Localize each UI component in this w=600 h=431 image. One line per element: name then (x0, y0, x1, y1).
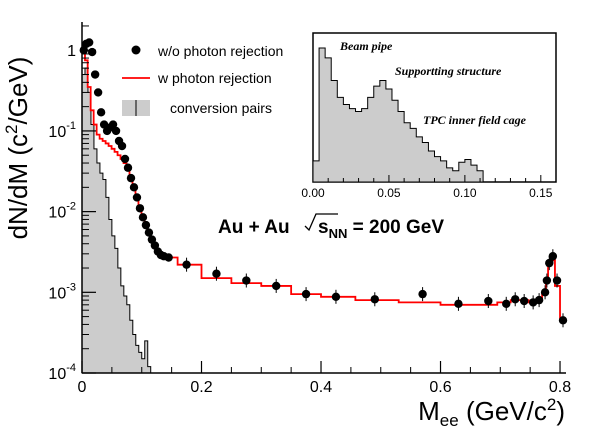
data-point (502, 299, 511, 309)
data-point (93, 88, 103, 97)
conversion-pairs-area (81, 67, 157, 374)
x-tick-label: 0.6 (429, 379, 451, 396)
data-point (301, 289, 311, 299)
data-point (370, 295, 379, 304)
annotation-sub: NN (329, 226, 348, 241)
data-point (132, 193, 142, 202)
data-point (331, 292, 341, 301)
data-point (135, 204, 145, 213)
y-tick-exp: -3 (66, 281, 76, 293)
inset-x-tick-label: 0.10 (453, 186, 477, 200)
annotation-value: = 200 GeV (347, 217, 444, 238)
conversion-pairs-histogram (81, 67, 157, 374)
y-tick-base: 10 (48, 205, 66, 222)
data-point (111, 126, 121, 136)
legend-label-line: w photon rejection (157, 70, 272, 86)
y-tick-base: 10 (48, 285, 66, 302)
x-label-rest: (GeV/c (459, 396, 547, 426)
data-point (548, 252, 558, 261)
annotation-sqrt-s: s (318, 217, 329, 238)
y-tick-label: 10-4 (48, 362, 76, 383)
y-tick-base: 1 (67, 43, 76, 60)
data-point (138, 213, 148, 222)
y-tick-base: 10 (48, 366, 66, 383)
data-point (141, 220, 151, 230)
data-point (271, 281, 281, 291)
x-tick-label: 0.2 (190, 379, 212, 396)
inset-x-tick-label: 0.15 (529, 186, 553, 200)
data-point (164, 253, 173, 262)
y-label-main: dN/dM (c (3, 134, 33, 239)
data-point (540, 288, 550, 297)
y-tick-exp: -2 (66, 201, 76, 213)
x-axis-label: Mee (GeV/c2) (418, 395, 565, 430)
legend-label-fill: conversion pairs (170, 100, 272, 116)
x-tick-label: 0.4 (310, 379, 332, 396)
data-point (558, 316, 568, 325)
y-tick-label: 1 (67, 43, 76, 60)
y-tick-base: 10 (48, 124, 66, 141)
legend-label-points: w/o photon rejection (157, 43, 283, 59)
data-point (117, 141, 127, 151)
inset-x-tick-label: 0.00 (301, 186, 325, 200)
y-tick-label: 10-2 (48, 201, 76, 222)
inset-histogram (312, 47, 490, 183)
data-point (484, 296, 493, 306)
y-label-end: /GeV) (3, 57, 33, 125)
y-tick-exp: -1 (66, 120, 76, 132)
data-point (123, 163, 133, 172)
data-point (96, 108, 106, 117)
y-tick-label: 10-1 (48, 120, 76, 141)
data-point (108, 120, 118, 129)
x-label-main: M (418, 396, 440, 426)
data-points (79, 38, 568, 328)
x-label-sup: 2 (547, 395, 556, 414)
data-point (144, 228, 154, 237)
inset-label-support: Supportting structure (395, 64, 502, 78)
y-tick-exp: -4 (66, 362, 76, 374)
legend-marker-points (131, 45, 141, 55)
sqrt-sign (304, 213, 338, 232)
data-point (212, 269, 221, 278)
energy-annotation: Au + Au sNN = 200 GeV (218, 213, 444, 241)
data-point (120, 154, 130, 164)
axis-labels: Mee (GeV/c2)dN/dM (c2/GeV) (2, 57, 565, 430)
legend: w/o photon rejection w photon rejection co… (122, 43, 283, 116)
x-label-end: ) (556, 396, 565, 426)
y-label-sup: 2 (2, 124, 21, 133)
x-tick-label: 0.8 (549, 379, 571, 396)
data-point (126, 173, 136, 183)
y-tick-label: 10-3 (48, 281, 76, 302)
annotation-energy: sNN = 200 GeV (318, 217, 444, 241)
data-point (534, 295, 544, 305)
x-tick-label: 0 (78, 379, 87, 396)
data-point (90, 70, 100, 79)
data-point (242, 276, 251, 285)
data-point (545, 258, 554, 268)
data-point (542, 276, 552, 285)
data-point (87, 47, 97, 57)
x-label-sub: ee (440, 411, 459, 430)
data-point (519, 296, 529, 306)
data-point (418, 289, 427, 299)
y-axis-label: dN/dM (c2/GeV) (2, 57, 33, 240)
data-point (552, 276, 562, 285)
data-point (182, 260, 191, 269)
data-point (454, 299, 463, 309)
inset-x-tick-label: 0.05 (377, 186, 401, 200)
inset-label-tpc: TPC inner field cage (423, 113, 527, 127)
annotation-system: Au + Au (218, 217, 290, 238)
axes: 0 0.2 0.4 0.6 0.810-410-310-210-11 (48, 22, 571, 396)
data-point (511, 295, 520, 304)
data-point (129, 183, 139, 192)
data-point (84, 38, 94, 47)
inset-label-beam-pipe: Beam pipe (339, 39, 393, 53)
